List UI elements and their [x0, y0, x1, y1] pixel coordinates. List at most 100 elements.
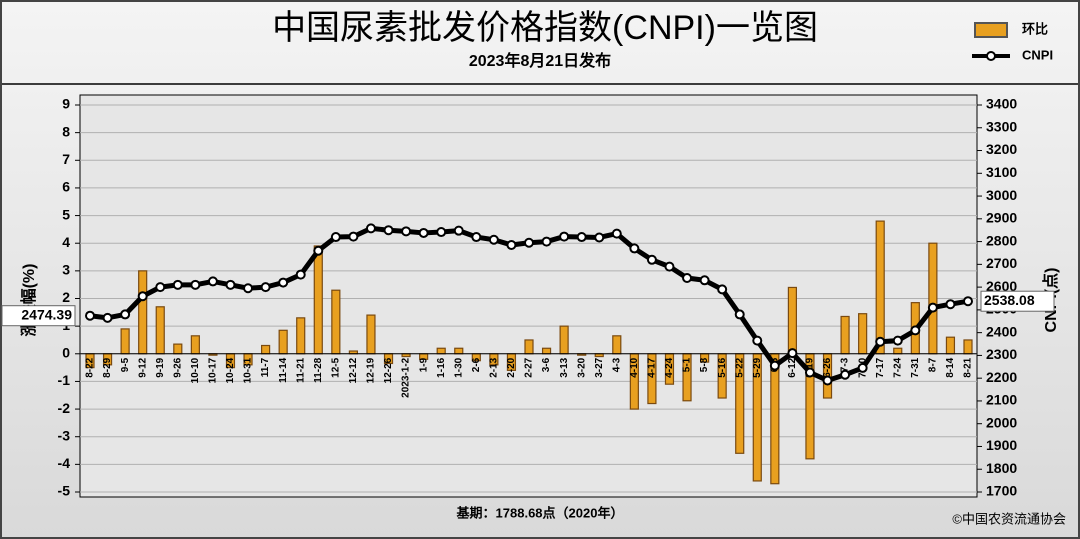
copyright: ©中国农资流通协会 [952, 511, 1066, 526]
line-marker [910, 325, 921, 336]
x-tick-label: 5-22 [734, 357, 745, 377]
line-marker [243, 283, 254, 294]
line-marker [471, 232, 482, 243]
y2-tick-label: 2400 [986, 323, 1017, 339]
value-label-box [980, 290, 1055, 312]
line-marker [401, 226, 412, 237]
bar [612, 335, 622, 355]
y-tick-label: -5 [58, 483, 71, 499]
x-tick-label: 11-14 [278, 357, 289, 382]
y-tick-label: -2 [58, 400, 71, 416]
line-marker [664, 261, 675, 272]
y2-tick-label: 2700 [986, 255, 1017, 271]
x-tick-label: 10-31 [243, 357, 254, 383]
y2-tick-label: 3000 [986, 187, 1017, 203]
y2-tick-label: 3100 [986, 164, 1017, 180]
y-tick-label: 8 [62, 123, 70, 139]
bar [559, 325, 569, 355]
y2-tick-label: 1700 [986, 483, 1017, 499]
line-marker [892, 335, 903, 346]
x-tick-label: 4-24 [664, 357, 675, 377]
line-marker [699, 275, 710, 286]
x-tick-label: 12-26 [383, 357, 394, 383]
x-tick-label: 1-16 [436, 357, 447, 377]
y2-tick-label: 2300 [986, 346, 1017, 362]
y2-tick-label: 2800 [986, 232, 1017, 248]
legend-marker [986, 51, 996, 61]
line-marker [488, 234, 499, 245]
line-marker [524, 237, 534, 248]
x-tick-label: 12-19 [366, 357, 377, 383]
bar [296, 317, 306, 355]
x-tick-label: 4-10 [629, 357, 640, 377]
line-marker [330, 232, 341, 243]
line-marker [629, 243, 640, 254]
bar [331, 289, 341, 355]
y-tick-label: 6 [62, 179, 70, 195]
x-tick-label: 1-30 [453, 357, 464, 377]
y-tick-label: 3 [62, 262, 70, 278]
bar [155, 306, 165, 355]
bar [858, 313, 868, 355]
line-marker [787, 348, 798, 359]
x-tick-label: 11-7 [260, 357, 271, 377]
x-tick-label: 11-28 [313, 357, 324, 382]
bar [313, 245, 323, 355]
line-marker [576, 232, 587, 243]
line-marker [85, 310, 95, 321]
line-marker [769, 360, 780, 371]
x-tick-label: 9-26 [172, 357, 183, 377]
x-tick-label: 9-5 [120, 357, 131, 372]
bar [524, 339, 534, 355]
x-tick-label: 3-27 [594, 357, 605, 377]
x-tick-label: 8-14 [945, 357, 956, 377]
x-tick-label: 8-21 [963, 357, 974, 377]
line-marker [541, 236, 552, 247]
bar [366, 314, 376, 355]
x-tick-label: 4-3 [611, 357, 622, 372]
line-marker [102, 312, 113, 323]
y2-tick-label: 2000 [986, 414, 1017, 430]
x-tick-label: 6-12 [787, 357, 798, 377]
line-marker [559, 231, 570, 242]
bar [261, 344, 271, 355]
line-marker [822, 375, 833, 386]
line-marker [120, 309, 131, 320]
x-tick-label: 3-20 [576, 357, 587, 377]
bar [454, 347, 464, 355]
value-label-box [1, 305, 76, 327]
line-marker [383, 225, 394, 236]
x-tick-label: 1-9 [418, 357, 429, 372]
line-marker [857, 362, 868, 373]
bar [770, 353, 780, 485]
x-tick-label: 4-17 [647, 357, 658, 377]
y-tick-label: 9 [62, 96, 70, 112]
x-tick-label: 7-31 [910, 357, 921, 377]
line-marker [348, 231, 359, 242]
x-tick-label: 10-10 [190, 357, 201, 383]
line-marker [840, 369, 851, 380]
x-tick-label: 2-13 [489, 357, 500, 377]
x-tick-label: 9-19 [155, 357, 166, 377]
x-tick-label: 2-20 [506, 357, 517, 377]
legend-label: 环比 [1022, 21, 1048, 36]
y2-tick-label: 2100 [986, 392, 1017, 408]
value-label: 2538.08 [984, 292, 1035, 308]
line-marker [155, 282, 166, 293]
line-marker [945, 299, 956, 310]
x-tick-label: 8-29 [102, 357, 113, 377]
y-tick-label: 0 [62, 344, 70, 360]
x-tick-label: 12-5 [330, 357, 341, 377]
y-tick-label: 4 [62, 234, 70, 250]
x-tick-label: 11-21 [295, 357, 306, 382]
y2-tick-label: 1800 [986, 460, 1017, 476]
bar [138, 270, 148, 355]
bar [963, 339, 973, 355]
line-marker [734, 309, 745, 320]
legend-label: CNPI [1022, 47, 1053, 62]
line-marker [365, 223, 376, 234]
bar [120, 328, 130, 355]
x-tick-label: 10-24 [225, 357, 236, 383]
bar [190, 335, 200, 355]
